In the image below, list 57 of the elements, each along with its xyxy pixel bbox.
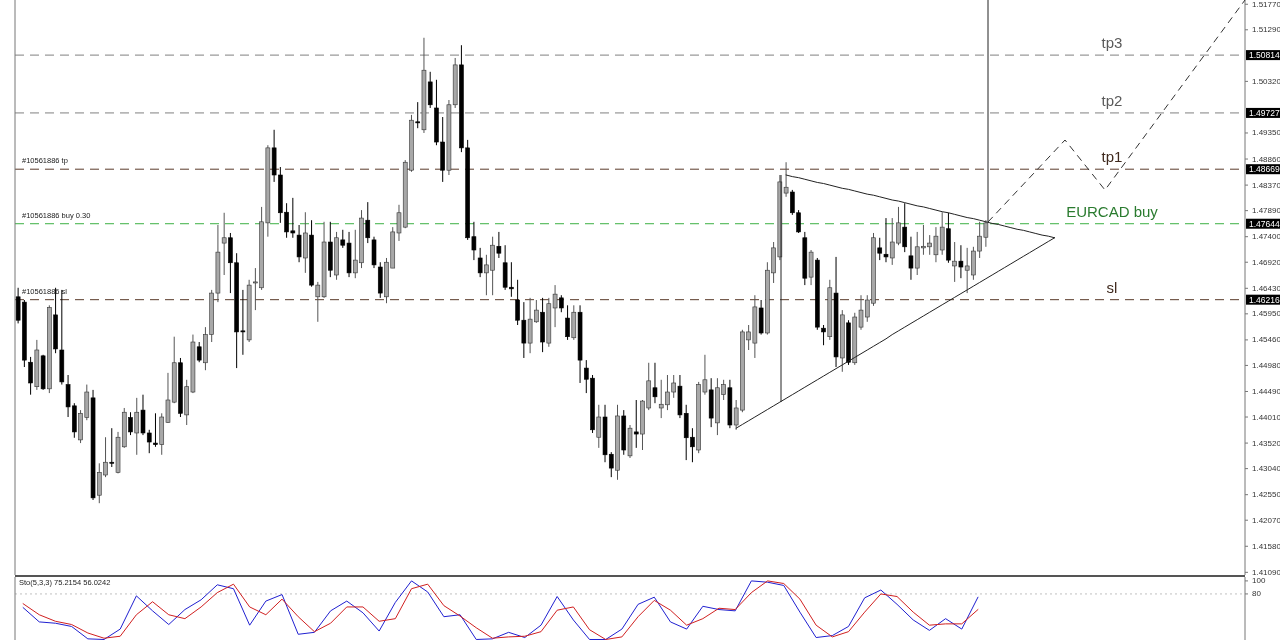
candlestick (28, 356, 33, 396)
candlestick (952, 241, 957, 283)
annotation: sl (1106, 278, 1118, 296)
y-tick-label: 1.50320 (1252, 76, 1280, 86)
candlestick (958, 244, 964, 279)
candlestick (908, 236, 914, 281)
y-tick-label: 1.41580 (1252, 541, 1280, 551)
candlestick (221, 212, 227, 276)
candlestick (296, 224, 302, 263)
annotation: tp1 (1101, 148, 1123, 166)
y-tick-label: 1.44980 (1252, 360, 1280, 370)
ref-line-label: 1.50814 (1249, 50, 1280, 61)
candlestick (427, 71, 433, 109)
y-tick-label: 1.41090 (1252, 567, 1280, 577)
candlestick (652, 362, 658, 404)
y-tick-label: 1.44010 (1252, 412, 1280, 422)
ref-line-label: 1.49727 (1249, 107, 1280, 118)
y-tick-label: 1.43520 (1252, 438, 1280, 448)
candlestick (477, 247, 483, 278)
y-tick-label: 1.49350 (1252, 128, 1280, 138)
y-tick-label: 1.46920 (1252, 257, 1280, 267)
y-tick-label: 1.51770 (1252, 0, 1280, 9)
y-tick-label: 1.42070 (1252, 515, 1280, 525)
y-tick-label: 1.48370 (1252, 180, 1280, 190)
y-tick-label: 1.47400 (1252, 232, 1280, 242)
candlestick (783, 161, 789, 198)
candlestick (821, 324, 826, 346)
candlestick (596, 404, 602, 449)
candlestick (883, 217, 889, 263)
candlestick (633, 399, 639, 449)
annotation: tp3 (1101, 34, 1123, 52)
candlestick (196, 341, 202, 363)
candlestick (128, 411, 133, 436)
y-tick-label: 1.46430 (1252, 283, 1280, 293)
y-tick-label: 1.45950 (1252, 309, 1280, 319)
y-tick-label: 1.42550 (1252, 490, 1280, 500)
annotation: EURCAD buy (1066, 202, 1159, 220)
candlestick (415, 101, 421, 129)
y-tick-label: 100 (1252, 576, 1266, 586)
y-tick-label: 80 (1252, 589, 1262, 599)
ref-line-label: 1.46216 (1249, 294, 1280, 305)
candlestick (877, 237, 883, 261)
y-tick-label: 1.51290 (1252, 25, 1280, 35)
candlestick (134, 397, 140, 456)
candlestick (365, 201, 371, 244)
candlestick (565, 304, 570, 341)
annotation: tp2 (1101, 91, 1123, 109)
candlestick (109, 427, 115, 468)
candlestick (496, 231, 502, 259)
y-tick-label: 1.47890 (1252, 206, 1280, 216)
ref-line-label: 1.47644 (1249, 218, 1280, 229)
y-tick-label: 1.44490 (1252, 386, 1280, 396)
y-tick-label: 1.45460 (1252, 335, 1280, 345)
ref-line-label: 1.48669 (1249, 164, 1280, 175)
y-tick-label: 1.43040 (1252, 464, 1280, 474)
y-tick-label: 1.48860 (1252, 154, 1280, 164)
candlestick (902, 202, 908, 253)
